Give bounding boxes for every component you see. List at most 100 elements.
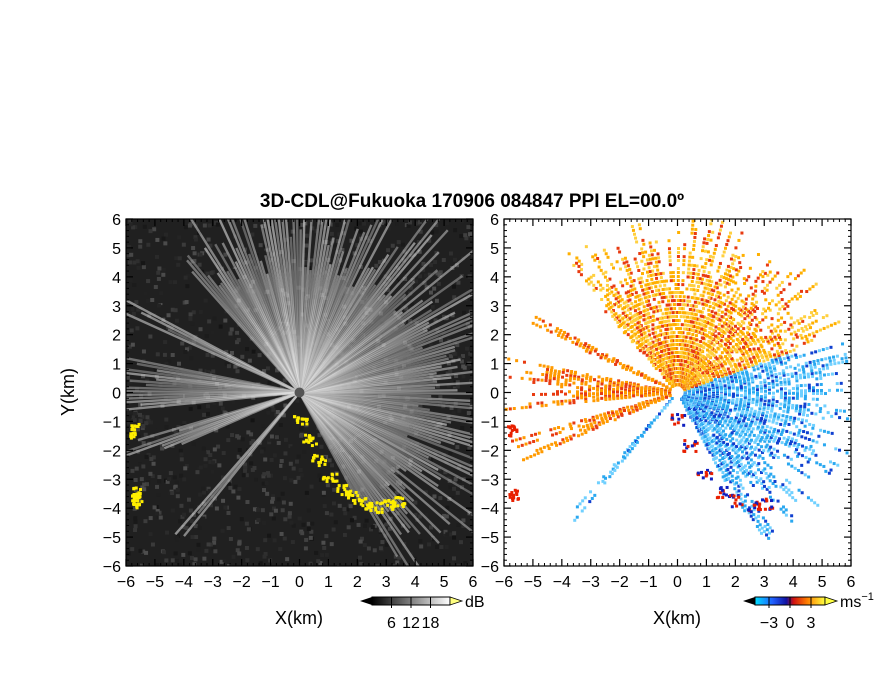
noise-cell [445,505,450,510]
clutter-cell [396,504,400,508]
velocity-cell [740,467,744,471]
velocity-cell [691,276,695,280]
clutter-cell [369,508,373,512]
velocity-cell [815,397,819,401]
velocity-cell [748,414,752,418]
velocity-cell [712,354,716,358]
clutter-cell [343,488,347,492]
velocity-cell [707,234,711,238]
velocity-cell [745,407,749,411]
velocity-cell [759,381,763,385]
velocity-cell [731,398,735,402]
noise-cell [173,484,178,489]
velocity-cell [750,499,754,503]
velocity-cell [769,435,773,439]
velocity-cell [782,424,786,428]
noise-cell [156,270,161,275]
velocity-cell [815,440,819,444]
noise-cell [223,505,228,510]
velocity-cell [688,307,692,311]
velocity-cell [718,291,722,295]
velocity-cell [726,467,730,471]
velocity-cell [755,398,759,402]
echo-ray [126,312,300,394]
velocity-cell [677,355,681,359]
noise-cell [239,517,244,522]
velocity-cell [734,342,738,346]
velocity-cell [726,273,730,277]
noise-cell [183,350,188,355]
noise-cell [356,522,361,527]
velocity-cell [752,355,756,359]
velocity-cell [803,424,807,428]
velocity-cell [718,360,722,364]
velocity-cell [814,282,818,286]
velocity-cell [762,449,766,453]
velocity-cell [683,247,687,251]
velocity-cell [694,305,698,309]
noise-cell [262,520,267,525]
velocity-cell [805,337,809,341]
velocity-cell [740,314,744,318]
velocity-cell [696,288,700,292]
velocity-cell [811,374,815,378]
noise-cell [310,521,315,526]
noise-cell [310,226,315,231]
noise-cell [283,403,288,408]
noise-cell [159,291,164,296]
velocity-cell [707,387,711,391]
noise-cell [262,369,267,374]
velocity-cell [708,436,712,440]
clutter-cell [336,487,340,491]
velocity-cell [669,271,673,275]
velocity-cell [761,469,765,473]
noise-cell [161,236,166,241]
velocity-cell [741,374,745,378]
velocity-cell [757,514,761,518]
velocity-cell [676,255,680,259]
noise-cell [423,273,428,278]
velocity-cell [696,326,700,330]
noise-cell [205,271,210,276]
velocity-cell [723,394,727,398]
velocity-cell [759,437,763,441]
noise-cell [325,221,330,226]
noise-cell [274,412,279,417]
velocity-cell [793,294,797,298]
velocity-cell [788,442,792,446]
noise-cell [413,500,418,505]
velocity-cell [709,284,713,288]
velocity-cell [714,334,718,338]
velocity-cell [813,365,817,369]
noise-cell [193,524,198,529]
velocity-cell [733,347,737,351]
noise-cell [291,523,296,528]
velocity-cell [837,320,841,324]
velocity-cell [746,493,750,497]
velocity-cell [725,357,729,361]
noise-cell [148,516,153,521]
noise-cell [463,233,468,238]
velocity-cell [771,431,775,435]
noise-cell [282,378,287,383]
velocity-cell [718,381,722,385]
noise-cell [440,426,445,431]
velocity-cell [764,315,768,319]
velocity-cell [678,291,682,295]
noise-cell [311,561,316,566]
velocity-cell [764,428,768,432]
velocity-cell [795,386,799,390]
noise-cell [142,224,147,229]
clutter-cell [363,497,367,501]
clutter-cell [135,505,139,509]
velocity-cell [670,295,674,299]
velocity-cell [730,431,734,435]
noise-cell [202,451,207,456]
velocity-cell [751,378,755,382]
velocity-cell [691,345,695,349]
velocity-cell [724,299,728,303]
velocity-cell [810,452,814,456]
velocity-cell [717,468,721,472]
velocity-cell [815,330,819,334]
clutter-cell [307,435,311,439]
